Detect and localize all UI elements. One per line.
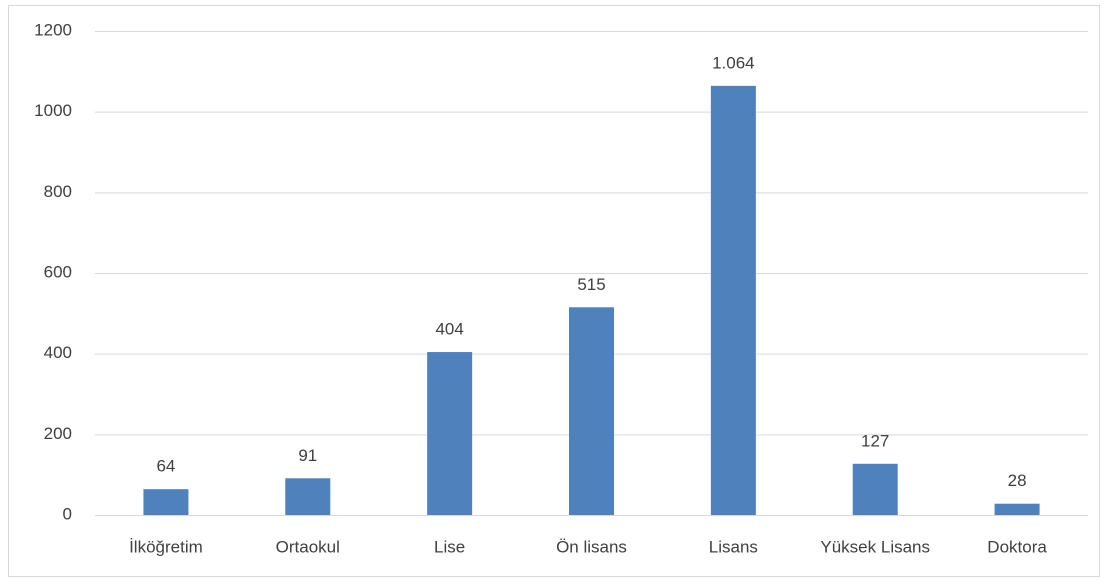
y-tick-label: 1200	[34, 20, 72, 39]
y-tick-label: 1000	[34, 101, 72, 120]
bar	[427, 352, 473, 515]
y-tick-label: 0	[63, 504, 72, 523]
y-tick-label: 600	[44, 262, 72, 281]
data-label: 64	[156, 457, 175, 476]
x-tick-label: Lise	[434, 537, 465, 556]
data-label: 404	[435, 320, 463, 339]
bar	[710, 85, 756, 515]
data-label: 1.064	[712, 53, 755, 72]
x-tick-label: Ön lisans	[556, 537, 627, 556]
x-tick-label: Yüksek Lisans	[820, 537, 930, 556]
x-tick-label: Lisans	[709, 537, 758, 556]
bar	[852, 463, 898, 515]
y-tick-label: 200	[44, 424, 72, 443]
x-tick-label: Doktora	[987, 537, 1047, 556]
data-label: 127	[861, 431, 889, 450]
chart-frame	[8, 5, 1100, 577]
data-label: 91	[298, 446, 317, 465]
data-label: 28	[1008, 471, 1027, 490]
data-label: 515	[577, 275, 605, 294]
y-tick-label: 800	[44, 182, 72, 201]
bar	[285, 478, 331, 515]
x-tick-label: Ortaokul	[276, 537, 340, 556]
bar	[143, 489, 189, 515]
x-tick-label: İlköğretim	[129, 537, 203, 556]
y-tick-label: 400	[44, 343, 72, 362]
bar	[994, 503, 1040, 515]
bar	[569, 307, 614, 515]
